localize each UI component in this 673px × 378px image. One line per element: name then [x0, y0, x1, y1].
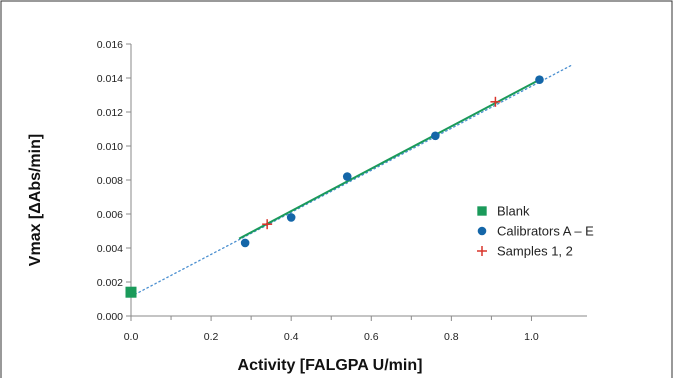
fit-lines	[130, 64, 573, 298]
legend-marker-plus	[477, 246, 487, 256]
y-tick-label: 0.000	[97, 311, 123, 323]
x-axis-title: Activity [FALGPA U/min]	[238, 357, 423, 374]
y-tick-label: 0.004	[97, 243, 123, 255]
legend-item: Samples 1, 2	[477, 244, 573, 259]
data-point-circle	[535, 75, 544, 84]
x-tick-label: 0.6	[364, 331, 379, 343]
legend: Blank Calibrators A – E Samples 1, 2	[477, 204, 594, 259]
data-point-square	[125, 286, 137, 298]
data-point-circle	[286, 213, 296, 222]
legend-item: Blank	[477, 204, 530, 219]
legend-label: Blank	[497, 204, 530, 219]
regression-line	[238, 78, 540, 240]
y-ticks: 0.000 0.002 0.004 0.006 0.008 0.010 0.012 0.014…	[97, 39, 131, 323]
x-tick-label: 1.0	[524, 331, 539, 343]
extrapolation-line	[130, 64, 573, 298]
legend-label: Samples 1, 2	[497, 244, 573, 259]
plot-area: 0.0 0.2 0.4 0.6 0.8 1.0 0.0000.0020.0040.0060…	[97, 39, 587, 343]
y-tick-label: 0.002	[97, 277, 123, 289]
data-point-circle	[240, 238, 250, 248]
legend-marker-circle	[477, 226, 487, 236]
data-point-circle	[342, 172, 352, 181]
x-tick-label: 0.8	[444, 331, 459, 343]
y-tick-label: 0.008	[97, 175, 123, 187]
y-tick-label: 0.010	[97, 141, 123, 153]
y-tick-label: 0.006	[97, 209, 123, 221]
data-point-circle	[431, 131, 440, 141]
legend-label: Calibrators A – E	[497, 224, 594, 239]
x-ticks: 0.0 0.2 0.4 0.6 0.8 1.0	[124, 316, 539, 343]
y-tick-label: 0.016	[97, 39, 123, 51]
x-tick-label: 0.0	[124, 331, 139, 343]
y-tick-label: 0.014	[97, 73, 123, 85]
data-markers	[125, 75, 544, 298]
x-tick-label: 0.4	[284, 331, 299, 343]
y-axis-title: Vmax [ΔAbs/min]	[27, 134, 44, 266]
legend-item: Calibrators A – E	[477, 224, 594, 239]
data-point-plus	[262, 219, 273, 230]
legend-marker-square	[477, 206, 487, 216]
x-tick-label: 0.2	[204, 331, 219, 343]
data-point-plus	[490, 96, 501, 107]
y-tick-label: 0.012	[97, 107, 123, 119]
